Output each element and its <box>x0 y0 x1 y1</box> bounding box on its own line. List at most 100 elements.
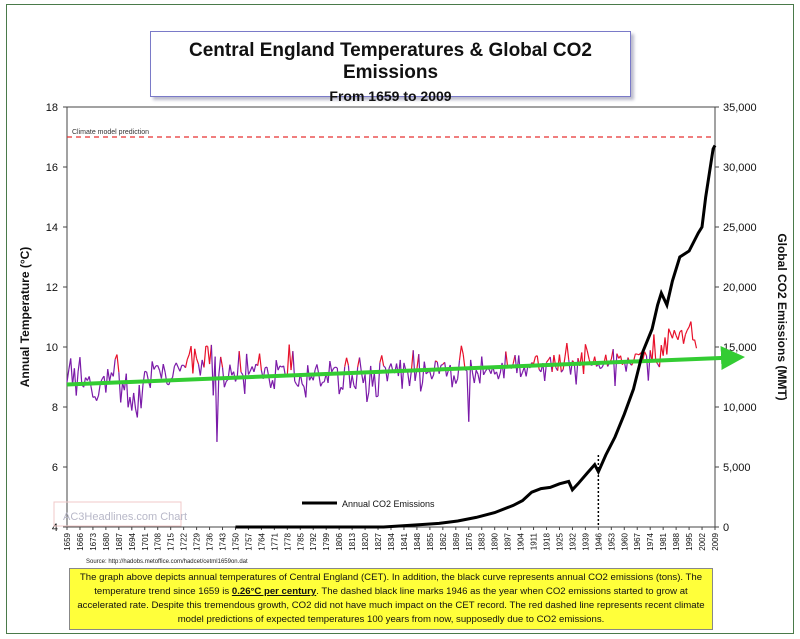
temperature-segment <box>171 366 175 378</box>
x-tick-label: 1659 <box>63 532 72 550</box>
temperature-segment <box>381 355 385 367</box>
temperature-segment <box>586 350 590 360</box>
temperature-segment <box>421 361 425 384</box>
x-tick-label: 1799 <box>322 532 331 550</box>
temperature-segment <box>483 371 486 376</box>
temperature-segment <box>96 395 100 401</box>
temperature-segment <box>218 356 222 375</box>
x-tick-label: 1981 <box>659 532 668 550</box>
temperature-segment <box>460 345 464 355</box>
chart-subtitle: From 1659 to 2009 <box>329 88 452 104</box>
temperature-segment <box>440 363 444 366</box>
y-right-tick-label: 30,000 <box>723 162 757 174</box>
x-tick-label: 1785 <box>296 532 305 550</box>
watermark-text: AC3Headlines.com Chart <box>63 511 187 523</box>
x-tick-label: 1967 <box>633 532 642 550</box>
temperature-segment <box>199 359 203 376</box>
temperature-segment <box>468 359 472 422</box>
temperature-segment <box>647 350 651 381</box>
temperature-segment <box>116 354 120 373</box>
chart-title: Central England Temperatures & Global CO… <box>189 40 592 83</box>
temperature-segment <box>383 365 386 369</box>
y-right-tick-label: 15,000 <box>723 342 757 354</box>
temperature-segment <box>184 359 188 368</box>
temperature-segment <box>229 364 233 376</box>
prediction-label: Climate model prediction <box>72 129 149 136</box>
y-left-tick-label: 4 <box>52 522 58 534</box>
temperature-segment <box>445 370 449 377</box>
temperature-segment <box>342 366 346 390</box>
temperature-segment <box>151 361 155 370</box>
temperature-segment <box>236 351 240 377</box>
x-tick-label: 1946 <box>594 532 603 550</box>
temperature-segment <box>653 334 657 362</box>
x-tick-label: 1960 <box>620 532 629 550</box>
temperature-segment <box>160 364 164 379</box>
source-text: Source: http://hadobs.metoffice.com/hadc… <box>86 559 248 565</box>
x-tick-label: 1939 <box>581 532 590 550</box>
temperature-segment <box>320 382 324 387</box>
x-tick-label: 1827 <box>374 532 383 550</box>
temperature-segment <box>253 363 257 373</box>
temperature-segment <box>186 354 190 360</box>
temperature-segment <box>90 386 94 398</box>
temperature-segment <box>351 375 355 386</box>
temperature-segment <box>451 375 455 388</box>
y-right-tick-label: 5,000 <box>723 462 751 474</box>
temperature-segment <box>458 345 462 361</box>
x-tick-label: 1932 <box>568 532 577 550</box>
temperature-segment <box>455 378 459 384</box>
temperature-segment <box>73 368 77 396</box>
temperature-segment <box>157 365 161 371</box>
temperature-segment <box>584 344 588 352</box>
temperature-segment <box>358 357 362 372</box>
temperature-segment <box>107 369 111 381</box>
x-tick-label: 1778 <box>283 532 292 550</box>
temperature-segment <box>560 369 564 373</box>
temperature-segment <box>651 334 655 362</box>
temperature-segment <box>179 365 183 372</box>
temperature-segment <box>681 330 685 344</box>
temperature-segment <box>423 361 427 375</box>
legend-label-co2: Annual CO2 Emissions <box>342 499 435 509</box>
temperature-segment <box>322 381 325 383</box>
temperature-segment <box>671 330 675 339</box>
x-tick-label: 1750 <box>231 532 240 550</box>
temperature-segment <box>220 356 224 368</box>
x-tick-label: 1841 <box>400 532 409 550</box>
temperature-segment <box>175 362 179 368</box>
x-tick-label: 1736 <box>206 532 215 550</box>
temperature-segment <box>301 383 305 387</box>
temperature-segment <box>335 366 338 369</box>
temperature-segment <box>644 351 648 356</box>
temperature-segment <box>79 357 83 385</box>
temperature-segment <box>194 348 198 359</box>
temperature-segment <box>399 359 403 389</box>
temperature-segment <box>614 353 618 387</box>
title-box: Central England Temperatures & Global CO… <box>150 31 631 104</box>
temperature-segment <box>294 380 298 385</box>
x-tick-label: 1806 <box>335 532 344 550</box>
trend-arrow <box>66 345 745 387</box>
temperature-segment <box>131 392 135 411</box>
temperature-segment <box>66 369 70 383</box>
y-left-tick-label: 14 <box>46 222 58 234</box>
temperature-segment <box>612 349 616 387</box>
x-tick-label: 2002 <box>698 532 707 550</box>
temperature-segment <box>203 346 207 368</box>
chart-frame <box>6 4 794 634</box>
temperature-segment <box>268 376 272 388</box>
temperature-segment <box>666 328 670 355</box>
x-tick-label: 1771 <box>270 532 279 550</box>
temperature-segment <box>673 330 677 336</box>
x-tick-label: 1974 <box>646 532 655 550</box>
x-tick-label: 1813 <box>348 532 357 550</box>
temperature-segment <box>376 395 379 398</box>
y-left-tick-label: 16 <box>46 162 58 174</box>
x-tick-label: 1876 <box>465 532 474 550</box>
x-tick-label: 1883 <box>478 532 487 550</box>
temperature-segment <box>412 350 416 381</box>
temperature-segment <box>686 326 690 331</box>
temperature-segment <box>514 355 518 374</box>
temperature-segment <box>347 365 351 389</box>
